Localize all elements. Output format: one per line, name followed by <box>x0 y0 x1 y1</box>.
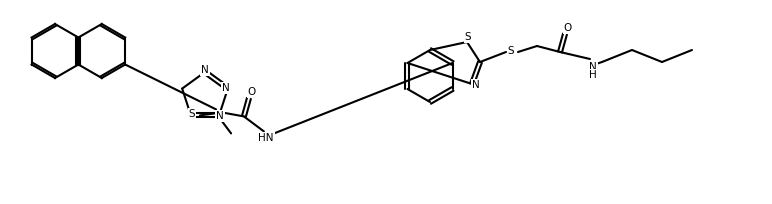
Text: H: H <box>589 70 597 80</box>
Text: S: S <box>465 32 472 42</box>
Text: O: O <box>564 23 572 33</box>
Text: S: S <box>188 109 195 119</box>
Text: HN: HN <box>258 133 273 143</box>
Text: N: N <box>222 83 230 93</box>
Text: N: N <box>201 65 209 75</box>
Text: N: N <box>472 80 480 90</box>
Text: O: O <box>248 88 256 98</box>
Text: S: S <box>508 46 514 56</box>
Text: N: N <box>216 111 224 121</box>
Text: N: N <box>589 62 597 72</box>
